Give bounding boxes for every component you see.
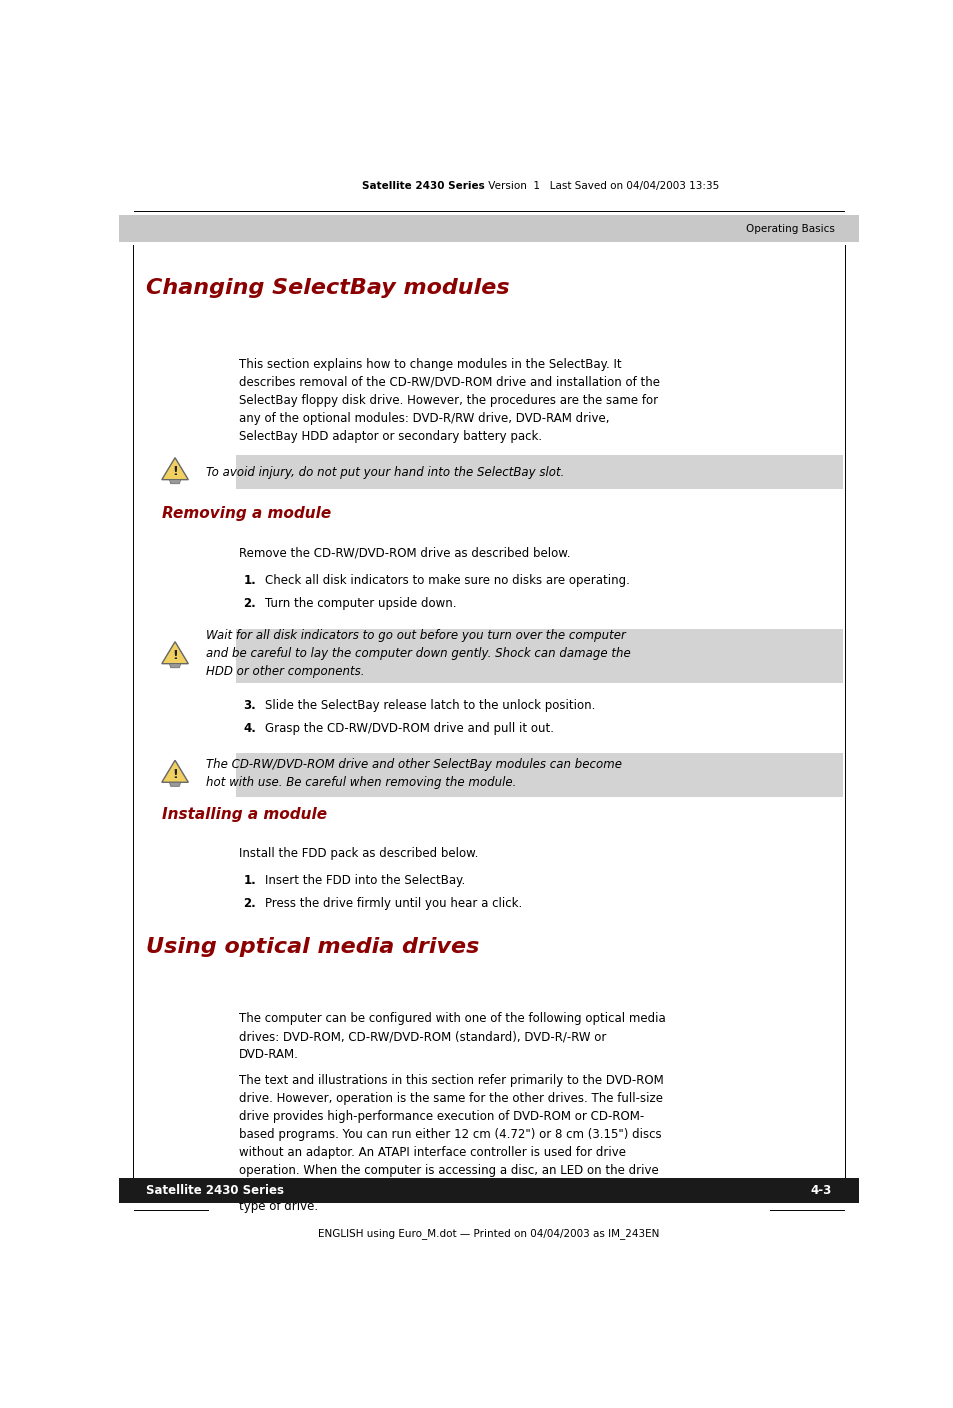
FancyBboxPatch shape [119, 1177, 858, 1202]
Text: Installing a module: Installing a module [162, 807, 327, 822]
Text: The computer can be configured with one of the following optical media
drives: D: The computer can be configured with one … [239, 1012, 665, 1062]
Polygon shape [170, 783, 180, 786]
Polygon shape [162, 760, 188, 783]
Text: Satellite 2430 Series: Satellite 2430 Series [362, 180, 484, 191]
Text: Remove the CD-RW/DVD-ROM drive as described below.: Remove the CD-RW/DVD-ROM drive as descri… [239, 546, 570, 559]
Text: Grasp the CD-RW/DVD-ROM drive and pull it out.: Grasp the CD-RW/DVD-ROM drive and pull i… [265, 722, 554, 735]
Polygon shape [170, 480, 180, 484]
Text: 1.: 1. [243, 574, 255, 587]
Text: The CD-RW/DVD-ROM drive and other SelectBay modules can become
hot with use. Be : The CD-RW/DVD-ROM drive and other Select… [206, 758, 621, 788]
Text: !: ! [172, 649, 178, 662]
Text: Install the FDD pack as described below.: Install the FDD pack as described below. [239, 846, 478, 859]
Text: Turn the computer upside down.: Turn the computer upside down. [265, 597, 456, 610]
Text: This section explains how to change modules in the SelectBay. It
describes remov: This section explains how to change modu… [239, 358, 659, 442]
Polygon shape [162, 642, 188, 663]
Text: Satellite 2430 Series: Satellite 2430 Series [146, 1184, 284, 1197]
Text: Check all disk indicators to make sure no disks are operating.: Check all disk indicators to make sure n… [265, 574, 629, 587]
Text: Changing SelectBay modules: Changing SelectBay modules [146, 279, 510, 298]
Text: 4.: 4. [243, 722, 255, 735]
Text: ENGLISH using Euro_M.dot — Printed on 04/04/2003 as IM_243EN: ENGLISH using Euro_M.dot — Printed on 04… [318, 1228, 659, 1239]
Text: 3.: 3. [243, 698, 255, 711]
Text: Removing a module: Removing a module [162, 507, 331, 521]
Text: Using optical media drives: Using optical media drives [146, 936, 479, 956]
Text: 2.: 2. [243, 897, 255, 911]
FancyBboxPatch shape [235, 455, 842, 489]
Text: 4-3: 4-3 [809, 1184, 831, 1197]
Polygon shape [162, 458, 188, 480]
Text: 2.: 2. [243, 597, 255, 610]
FancyBboxPatch shape [119, 215, 858, 242]
FancyBboxPatch shape [235, 753, 842, 797]
Text: Slide the SelectBay release latch to the unlock position.: Slide the SelectBay release latch to the… [265, 698, 595, 711]
Text: Press the drive firmly until you hear a click.: Press the drive firmly until you hear a … [265, 897, 521, 911]
Text: The text and illustrations in this section refer primarily to the DVD-ROM
drive.: The text and illustrations in this secti… [239, 1074, 663, 1212]
Text: !: ! [172, 465, 178, 479]
Text: Wait for all disk indicators to go out before you turn over the computer
and be : Wait for all disk indicators to go out b… [206, 629, 630, 677]
Text: Insert the FDD into the SelectBay.: Insert the FDD into the SelectBay. [265, 874, 465, 887]
Text: Version  1   Last Saved on 04/04/2003 13:35: Version 1 Last Saved on 04/04/2003 13:35 [484, 180, 719, 191]
Text: To avoid injury, do not put your hand into the SelectBay slot.: To avoid injury, do not put your hand in… [206, 466, 564, 479]
Text: 1.: 1. [243, 874, 255, 887]
Polygon shape [170, 663, 180, 667]
FancyBboxPatch shape [235, 629, 842, 683]
Text: !: ! [172, 767, 178, 780]
Text: Operating Basics: Operating Basics [745, 224, 835, 234]
